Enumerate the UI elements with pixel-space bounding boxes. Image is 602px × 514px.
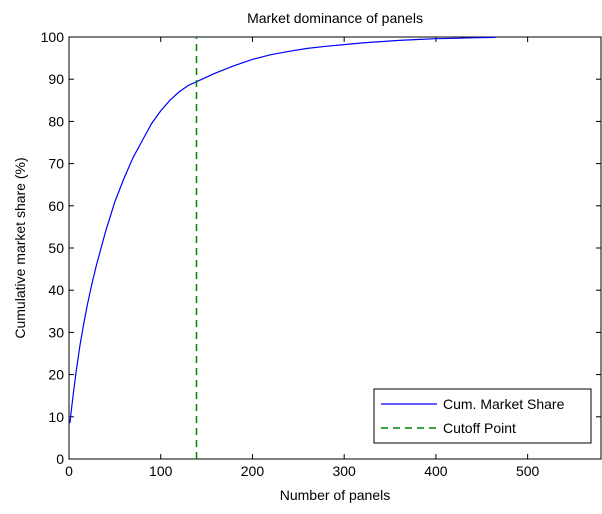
y-tick-label: 70 xyxy=(48,156,64,172)
legend: Cum. Market Share Cutoff Point xyxy=(373,388,592,444)
y-tick-label: 60 xyxy=(48,198,64,214)
y-tick-label: 100 xyxy=(41,29,65,45)
y-axis-label: Cumulative market share (%) xyxy=(12,157,28,338)
x-tick-label: 500 xyxy=(516,463,540,479)
x-tick-label: 0 xyxy=(65,463,73,479)
x-tick-label: 200 xyxy=(241,463,265,479)
x-axis: 0 100 200 300 400 500 xyxy=(65,37,540,479)
series-layer xyxy=(69,36,496,459)
y-tick-label: 0 xyxy=(56,451,64,467)
series-line-cum-market-share xyxy=(69,36,496,424)
legend-box xyxy=(373,388,592,444)
x-tick-label: 300 xyxy=(332,463,356,479)
legend-label-cutoff-point: Cutoff Point xyxy=(443,420,516,436)
y-tick-label: 90 xyxy=(48,71,64,87)
x-axis-label: Number of panels xyxy=(280,487,391,503)
legend-label-cum-market-share: Cum. Market Share xyxy=(443,396,565,412)
y-tick-label: 50 xyxy=(48,240,64,256)
y-tick-label: 80 xyxy=(48,113,64,129)
x-tick-label: 100 xyxy=(149,463,173,479)
y-axis: 0 10 20 30 40 50 60 70 80 90 100 xyxy=(41,29,601,467)
chart-title: Market dominance of panels xyxy=(247,10,423,26)
y-tick-label: 30 xyxy=(48,324,64,340)
x-tick-label: 400 xyxy=(424,463,448,479)
y-tick-label: 20 xyxy=(48,367,64,383)
y-tick-label: 10 xyxy=(48,409,64,425)
y-tick-label: 40 xyxy=(48,282,64,298)
